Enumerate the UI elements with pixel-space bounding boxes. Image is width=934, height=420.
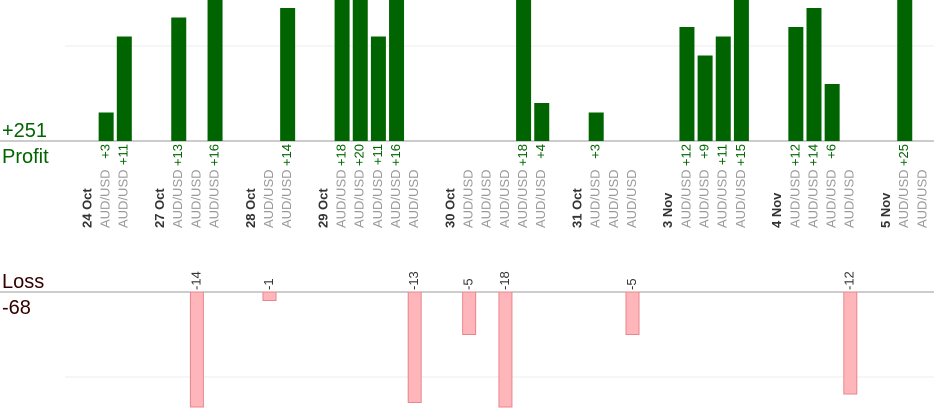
profit-label: Profit xyxy=(2,146,49,168)
loss-value: -12 xyxy=(842,271,857,290)
profit-value: +9 xyxy=(697,144,712,159)
pair-label: AUD/USD xyxy=(533,169,548,228)
pair-label: AUD/USD xyxy=(98,169,113,228)
pair-label: AUD/USD xyxy=(842,169,857,228)
profit-bar xyxy=(516,0,532,141)
profit-value: +3 xyxy=(588,144,603,159)
profit-value: +18 xyxy=(515,144,530,166)
pair-label: AUD/USD xyxy=(914,169,929,228)
profit-bar xyxy=(370,36,386,141)
pair-label: AUD/USD xyxy=(515,169,530,228)
pair-label: AUD/USD xyxy=(279,169,294,228)
profit-bar xyxy=(334,0,350,141)
pair-label: AUD/USD xyxy=(715,169,730,228)
profit-value: +16 xyxy=(206,144,221,166)
profit-bar xyxy=(534,103,550,141)
pair-label: AUD/USD xyxy=(606,169,621,228)
profit-bar xyxy=(116,36,132,141)
profit-bar xyxy=(98,112,114,141)
profit-bar xyxy=(806,8,822,141)
date-label: 3 Nov xyxy=(660,192,675,228)
profit-bar xyxy=(824,84,840,141)
profit-value: +18 xyxy=(334,144,349,166)
loss-bar xyxy=(843,291,858,395)
date-label: 31 Oct xyxy=(569,188,584,228)
loss-value: -1 xyxy=(261,278,276,290)
loss-bar xyxy=(189,291,204,408)
profit-bar xyxy=(733,0,749,141)
profit-bar xyxy=(280,8,296,141)
loss-bar xyxy=(462,291,477,335)
loss-total: -68 xyxy=(2,297,31,319)
profit-bar xyxy=(207,0,223,141)
profit-bar xyxy=(389,0,405,141)
profit-total: +251 xyxy=(2,120,47,142)
loss-value: -18 xyxy=(497,271,512,290)
date-label: 27 Oct xyxy=(152,188,167,228)
loss-bar xyxy=(625,291,640,335)
profit-value: +25 xyxy=(896,144,911,166)
profit-bar xyxy=(715,36,731,141)
loss-value: -13 xyxy=(406,271,421,290)
pair-label: AUD/USD xyxy=(388,169,403,228)
pair-label: AUD/USD xyxy=(116,169,131,228)
pair-label: AUD/USD xyxy=(678,169,693,228)
date-label: 29 Oct xyxy=(315,188,330,228)
loss-label: Loss xyxy=(2,271,44,293)
pair-label: AUD/USD xyxy=(624,169,639,228)
pair-label: AUD/USD xyxy=(406,169,421,228)
date-label: 30 Oct xyxy=(442,188,457,228)
loss-bar xyxy=(407,291,422,403)
loss-value: -5 xyxy=(461,278,476,290)
profit-value: +3 xyxy=(98,144,113,159)
date-label: 28 Oct xyxy=(243,188,258,228)
profit-value: +15 xyxy=(733,144,748,166)
profit-value: +14 xyxy=(279,144,294,166)
profit-value: +11 xyxy=(370,144,385,165)
loss-value: -5 xyxy=(624,278,639,290)
loss-bar xyxy=(262,291,277,301)
pair-label: AUD/USD xyxy=(352,169,367,228)
loss-value: -14 xyxy=(188,271,203,290)
profit-value: +4 xyxy=(533,144,548,159)
date-label: 4 Nov xyxy=(769,192,784,228)
profit-value: +12 xyxy=(787,144,802,166)
loss-bar xyxy=(498,291,513,408)
profit-value: +16 xyxy=(388,144,403,166)
profit-bar xyxy=(588,112,604,141)
pair-label: AUD/USD xyxy=(697,169,712,228)
profit-bar xyxy=(788,27,804,141)
profit-bar xyxy=(679,27,695,141)
date-label: 5 Nov xyxy=(878,192,893,228)
profit-bar xyxy=(697,55,713,141)
profit-value: +11 xyxy=(116,144,131,165)
profit-value: +6 xyxy=(824,144,839,159)
pair-label: AUD/USD xyxy=(479,169,494,228)
profit-bar xyxy=(171,17,187,141)
profit-value: +14 xyxy=(805,144,820,166)
pair-label: AUD/USD xyxy=(824,169,839,228)
pair-label: AUD/USD xyxy=(588,169,603,228)
pair-label: AUD/USD xyxy=(188,169,203,228)
pair-label: AUD/USD xyxy=(334,169,349,228)
pair-label: AUD/USD xyxy=(787,169,802,228)
profit-value: +13 xyxy=(170,144,185,166)
pair-label: AUD/USD xyxy=(261,169,276,228)
profit-bar xyxy=(897,0,913,141)
pair-label: AUD/USD xyxy=(733,169,748,228)
profit-value: +20 xyxy=(352,144,367,166)
pair-label: AUD/USD xyxy=(497,169,512,228)
profit-value: +12 xyxy=(678,144,693,166)
pair-label: AUD/USD xyxy=(896,169,911,228)
date-label: 24 Oct xyxy=(79,188,94,228)
pair-label: AUD/USD xyxy=(805,169,820,228)
pair-label: AUD/USD xyxy=(170,169,185,228)
pair-label: AUD/USD xyxy=(461,169,476,228)
pair-label: AUD/USD xyxy=(370,169,385,228)
pair-label: AUD/USD xyxy=(206,169,221,228)
profit-bar xyxy=(352,0,368,141)
profit-value: +11 xyxy=(715,144,730,165)
